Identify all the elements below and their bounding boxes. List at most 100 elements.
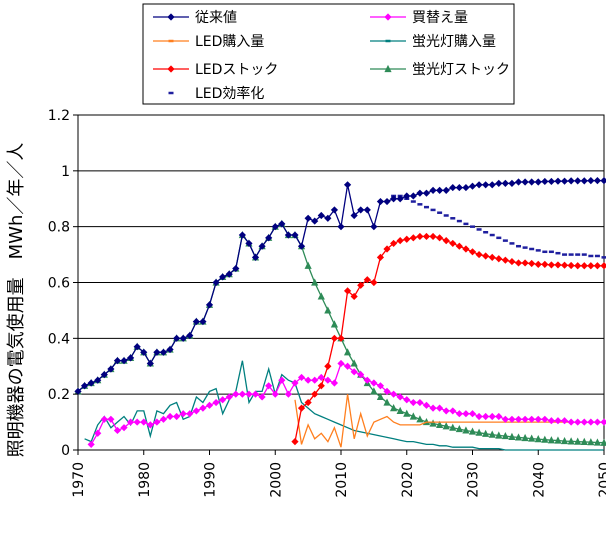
data-point [324, 376, 332, 384]
data-point [87, 379, 95, 387]
data-point [514, 178, 523, 186]
data-point [547, 177, 555, 186]
data-point [376, 382, 385, 390]
data-point [343, 348, 352, 356]
data-point [475, 181, 483, 189]
data-point [330, 320, 339, 328]
data-point [567, 418, 575, 426]
data-point [442, 237, 450, 245]
data-point [304, 261, 312, 269]
data-point [370, 387, 378, 395]
data-point [436, 186, 444, 194]
data-point [343, 287, 352, 295]
data-point [501, 431, 509, 440]
data-point [384, 64, 392, 73]
data-point [482, 252, 490, 260]
data-point [449, 183, 457, 192]
data-point [501, 256, 509, 264]
data-point [567, 177, 575, 185]
series-5 [291, 232, 606, 446]
series-1 [74, 177, 606, 395]
data-point [390, 239, 398, 248]
data-point [495, 255, 503, 263]
data-point [442, 422, 450, 430]
data-point [528, 434, 536, 442]
data-point [580, 177, 588, 185]
data-point [304, 376, 312, 384]
data-point [324, 214, 332, 222]
data-point [436, 234, 444, 242]
data-point [350, 359, 358, 367]
x-tick-label: 2000 [268, 462, 284, 498]
data-point [567, 261, 575, 270]
data-point [271, 390, 279, 398]
data-point [574, 418, 582, 426]
data-point [554, 436, 562, 444]
data-point [245, 239, 253, 248]
legend: 従来値 買替え量 LED購入量 蛍光灯購入量 LEDストック 蛍光灯ストック LED効率化 [142, 3, 515, 105]
data-point [488, 181, 496, 189]
data-point [390, 195, 398, 203]
data-point [468, 427, 477, 435]
data-point [429, 404, 437, 412]
data-point [357, 371, 365, 379]
y-tick-label: 0.4 [48, 331, 70, 347]
data-point [403, 396, 411, 404]
data-point [146, 421, 154, 429]
data-point [409, 412, 417, 420]
series-layer [74, 177, 606, 451]
data-point [258, 393, 266, 401]
data-point [600, 438, 606, 446]
data-point [468, 410, 477, 418]
data-point [390, 404, 398, 412]
series-line [90, 362, 604, 445]
data-point [567, 437, 575, 445]
data-point [383, 245, 391, 253]
data-point [574, 437, 582, 445]
data-point [74, 387, 82, 395]
data-point [297, 242, 306, 250]
data-point [429, 186, 437, 194]
y-tick-label: 1.2 [48, 108, 70, 124]
data-point [468, 182, 477, 190]
data-point [521, 259, 529, 267]
series-2 [87, 359, 606, 449]
data-point [482, 181, 490, 189]
data-point [212, 398, 220, 407]
data-point [521, 433, 529, 442]
data-point [297, 404, 306, 412]
series-line [77, 179, 604, 392]
data-point [205, 301, 214, 309]
data-point [159, 415, 168, 423]
y-tick-label: 0.2 [48, 387, 70, 403]
data-point [593, 177, 602, 185]
data-point [370, 223, 378, 231]
series-line [77, 223, 605, 444]
legend-label: LED効率化 [195, 85, 264, 102]
data-point [357, 206, 365, 214]
data-point [357, 281, 365, 289]
axis-layer: 0 0.2 0.4 0.6 0.8 1 1.2 1970 1980 1990 2000 2010 202… [48, 108, 606, 498]
data-point [593, 418, 602, 426]
data-point [330, 379, 339, 387]
data-point [205, 401, 214, 409]
data-point [186, 410, 194, 418]
data-point [396, 393, 404, 401]
data-point [403, 409, 411, 417]
data-point [560, 436, 569, 445]
data-point [159, 348, 168, 356]
data-point [317, 211, 325, 220]
data-point [455, 410, 463, 418]
data-point [488, 253, 496, 261]
data-point [317, 292, 325, 300]
data-point [330, 206, 339, 214]
data-point [528, 259, 536, 268]
data-point [455, 242, 463, 250]
series-7 [391, 194, 606, 259]
data-point [436, 404, 444, 412]
data-point [113, 426, 122, 435]
data-point [455, 183, 463, 192]
data-point [449, 423, 457, 431]
data-point [100, 371, 108, 379]
